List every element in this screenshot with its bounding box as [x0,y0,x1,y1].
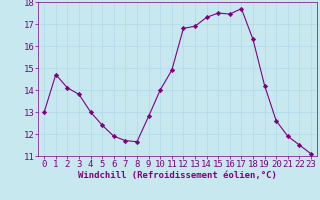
X-axis label: Windchill (Refroidissement éolien,°C): Windchill (Refroidissement éolien,°C) [78,171,277,180]
